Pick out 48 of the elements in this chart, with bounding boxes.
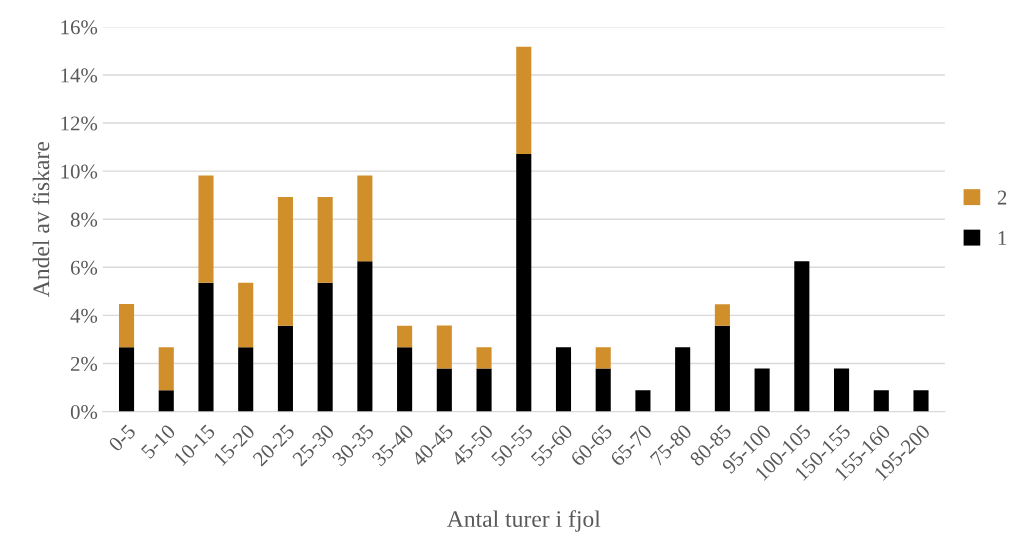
bar xyxy=(913,390,929,412)
x-tick-label: 0-5 xyxy=(107,423,137,453)
y-tick-label: 6% xyxy=(70,260,98,275)
bar xyxy=(476,347,492,369)
bar xyxy=(714,304,730,326)
y-tick-label: 10% xyxy=(61,164,98,179)
bar xyxy=(118,347,135,412)
bar xyxy=(357,175,373,262)
bar xyxy=(675,347,691,412)
bar xyxy=(238,347,254,412)
y-tick-label: 2% xyxy=(70,356,98,371)
bar xyxy=(834,368,850,412)
bar xyxy=(516,46,532,155)
y-axis-title: Andel av fiskare xyxy=(32,142,50,298)
y-tick-label: 12% xyxy=(61,116,98,131)
y-tick-label: 0% xyxy=(70,404,98,420)
bar xyxy=(397,325,413,348)
y-tick-label: 14% xyxy=(61,68,98,83)
bar xyxy=(714,325,730,412)
bar xyxy=(118,304,135,348)
y-tick-label: 4% xyxy=(70,308,98,323)
bar xyxy=(198,282,214,412)
bar xyxy=(277,196,293,326)
bar xyxy=(595,368,611,412)
bar xyxy=(317,282,333,412)
y-tick-label: 16% xyxy=(61,20,98,35)
bar xyxy=(277,325,293,412)
legend-label: 1 xyxy=(998,231,1007,245)
bar xyxy=(873,390,889,412)
bar xyxy=(516,154,532,412)
bar xyxy=(476,368,492,412)
bar xyxy=(436,368,452,412)
bar xyxy=(555,347,572,412)
bar xyxy=(317,196,333,283)
x-axis-title: Antal turer i fjol xyxy=(446,510,601,532)
bar xyxy=(158,390,174,412)
bar xyxy=(635,390,651,412)
bar xyxy=(595,347,611,369)
bar xyxy=(436,325,452,369)
bar xyxy=(158,347,174,391)
bar xyxy=(794,261,810,412)
y-tick-label: 8% xyxy=(70,212,98,227)
bar xyxy=(238,282,254,348)
bar xyxy=(397,347,413,412)
bar xyxy=(754,368,770,412)
legend-label: 2 xyxy=(997,190,1007,205)
bar xyxy=(357,261,373,412)
bar xyxy=(198,175,214,283)
